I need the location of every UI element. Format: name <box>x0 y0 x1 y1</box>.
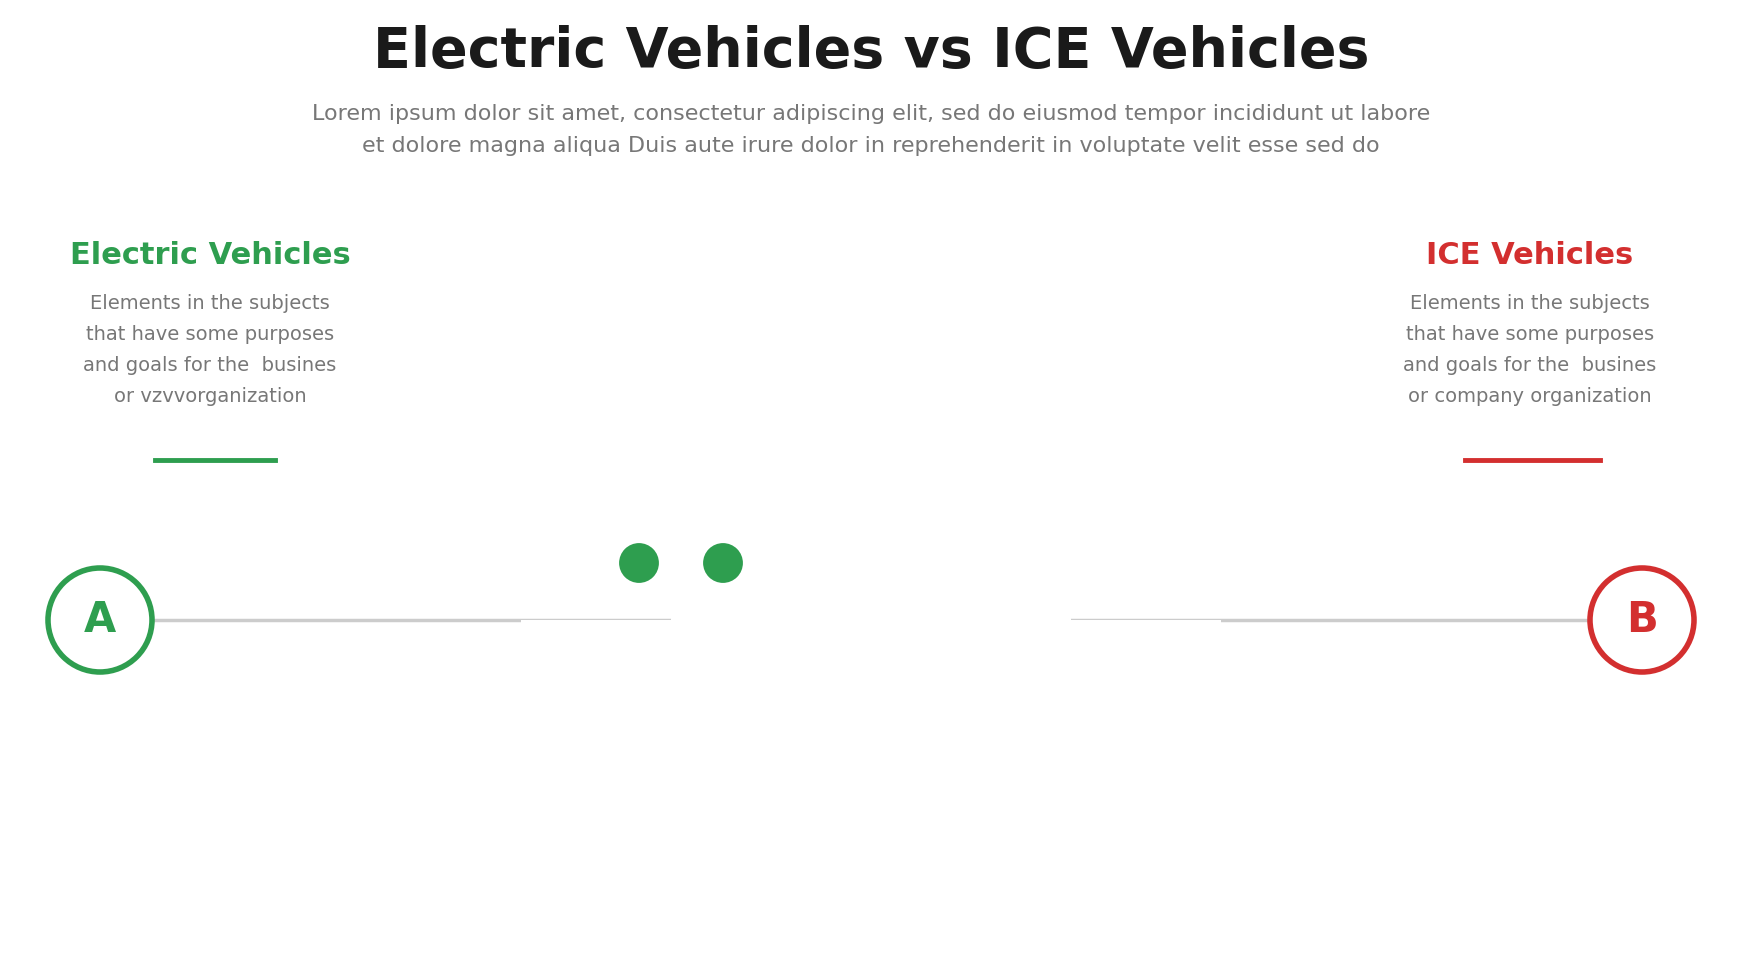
Text: Electric Vehicles: Electric Vehicles <box>70 240 350 270</box>
Circle shape <box>671 420 1071 820</box>
Wedge shape <box>531 620 871 960</box>
Circle shape <box>1590 568 1693 672</box>
Circle shape <box>1068 565 1078 575</box>
Bar <box>521 620 1221 980</box>
Wedge shape <box>617 620 871 875</box>
Text: ICE Vehicles: ICE Vehicles <box>1427 240 1634 270</box>
Circle shape <box>49 568 152 672</box>
Text: Lorem ipsum dolor sit amet, consectetur adipiscing elit, sed do eiusmod tempor i: Lorem ipsum dolor sit amet, consectetur … <box>312 105 1430 156</box>
Text: Elements in the subjects
that have some purposes
and goals for the  busines
or v: Elements in the subjects that have some … <box>84 294 336 406</box>
Circle shape <box>1043 565 1054 575</box>
Wedge shape <box>871 620 1211 960</box>
Text: B: B <box>1625 599 1658 641</box>
Circle shape <box>1056 565 1066 575</box>
Circle shape <box>700 541 746 585</box>
Wedge shape <box>871 620 1125 875</box>
Text: Electric Vehicles vs ICE Vehicles: Electric Vehicles vs ICE Vehicles <box>373 25 1369 79</box>
Circle shape <box>617 541 660 585</box>
Text: A: A <box>84 599 117 641</box>
Text: Elements in the subjects
that have some purposes
and goals for the  busines
or c: Elements in the subjects that have some … <box>1404 294 1657 406</box>
